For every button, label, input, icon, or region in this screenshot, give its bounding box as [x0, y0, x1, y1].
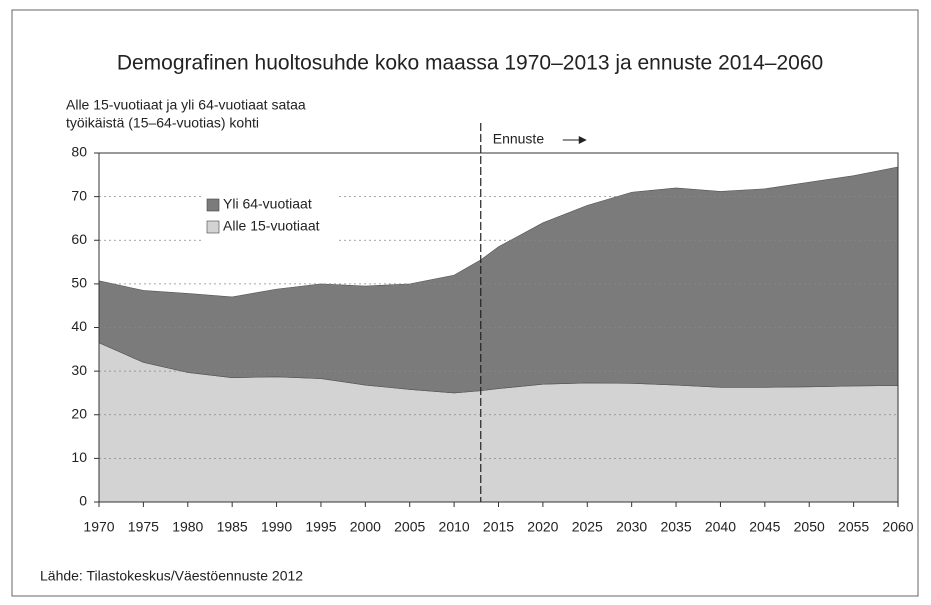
- x-tick-label: 2035: [660, 519, 691, 535]
- x-tick-label: 2005: [394, 519, 425, 535]
- legend-box: [202, 188, 338, 244]
- x-tick-label: 1970: [83, 519, 114, 535]
- legend-swatch: [206, 198, 220, 212]
- annotation: Ennuste: [493, 131, 545, 147]
- x-tick-label: 1995: [305, 519, 336, 535]
- legend-swatch: [206, 220, 220, 234]
- y-axis-label: työikäistä (15–64-vuotias) kohti: [66, 115, 259, 131]
- y-tick-label: 20: [71, 405, 87, 421]
- y-tick-label: 60: [71, 231, 87, 247]
- x-tick-label: 2020: [527, 519, 558, 535]
- annotation-arrowhead: [578, 136, 587, 144]
- x-tick-label: 2000: [350, 519, 381, 535]
- y-tick-label: 10: [71, 449, 87, 465]
- x-tick-label: 2040: [705, 519, 736, 535]
- legend-label: Alle 15-vuotiaat: [223, 218, 320, 234]
- y-tick-label: 0: [79, 493, 87, 509]
- frame: [11, 9, 919, 597]
- x-tick-label: 2010: [439, 519, 470, 535]
- y-tick-label: 40: [71, 318, 87, 334]
- legend-label: Yli 64-vuotiaat: [223, 196, 312, 212]
- x-tick-label: 2055: [838, 519, 869, 535]
- source: Lähde: Tilastokeskus/Väestöennuste 2012: [40, 568, 303, 584]
- x-tick-label: 2050: [794, 519, 825, 535]
- y-tick-label: 50: [71, 275, 87, 291]
- x-tick-label: 2045: [749, 519, 780, 535]
- x-tick-label: 2015: [483, 519, 514, 535]
- x-tick-label: 2030: [616, 519, 647, 535]
- y-tick-label: 80: [71, 144, 87, 160]
- x-tick-label: 1975: [128, 519, 159, 535]
- y-axis-label: Alle 15-vuotiaat ja yli 64-vuotiaat sata…: [66, 97, 306, 113]
- x-tick-label: 1985: [217, 519, 248, 535]
- x-tick-label: 1990: [261, 519, 292, 535]
- x-tick-label: 2060: [882, 519, 913, 535]
- x-tick-label: 1980: [172, 519, 203, 535]
- y-tick-label: 30: [71, 362, 87, 378]
- y-tick-label: 70: [71, 187, 87, 203]
- chart-title: Demografinen huoltosuhde koko maassa 197…: [117, 52, 823, 75]
- x-tick-label: 2025: [572, 519, 603, 535]
